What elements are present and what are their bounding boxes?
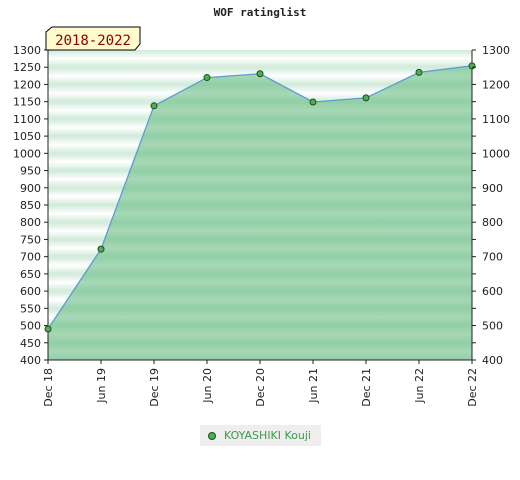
data-point — [150, 102, 158, 110]
y-tick-label-left: 950 — [20, 165, 41, 178]
y-tick-label-right: 1200 — [482, 78, 510, 91]
y-tick-label-left: 800 — [20, 216, 41, 229]
series-area — [48, 65, 472, 361]
data-point — [415, 68, 423, 76]
x-tick-label: Dec 18 — [42, 368, 55, 407]
data-point — [97, 245, 105, 253]
x-tick-label: Jun 21 — [307, 368, 320, 404]
x-tick-label: Dec 21 — [360, 368, 373, 407]
y-tick-label-left: 1300 — [13, 44, 41, 57]
y-tick-label-left: 1050 — [13, 130, 41, 143]
legend-series-label: KOYASHIKI Kouji — [224, 429, 311, 442]
y-tick-label-left: 1150 — [13, 96, 41, 109]
x-tick-label: Dec 20 — [254, 368, 267, 407]
legend: KOYASHIKI Kouji — [200, 425, 321, 446]
period-badge: 2018-2022 — [45, 26, 141, 51]
data-point — [256, 70, 264, 78]
y-tick-label-right: 900 — [482, 182, 503, 195]
data-point — [309, 98, 317, 106]
y-axis-left: 400 450 500 550 600 650 700 750 800 850 900 950 1000… — [13, 44, 48, 367]
y-tick-label-right: 700 — [482, 251, 503, 264]
y-tick-label-left: 700 — [20, 251, 41, 264]
x-tick-label: Jun 20 — [201, 368, 214, 404]
y-tick-label-left: 450 — [20, 337, 41, 350]
y-tick-label-left: 1000 — [13, 147, 41, 160]
y-axis-right: 400 500 600 700 800 900 1000 1100 1200 1300 — [472, 44, 510, 367]
x-axis-labels: Dec 18 Jun 19 Dec 19 Jun 20 Dec 20 Jun 21 Dec … — [42, 360, 479, 407]
data-points — [44, 62, 476, 333]
y-tick-label-right: 1000 — [482, 147, 510, 160]
x-tick-label: Jun 19 — [95, 368, 108, 404]
y-tick-label-left: 750 — [20, 233, 41, 246]
y-tick-label-left: 900 — [20, 182, 41, 195]
x-tick-label: Dec 19 — [148, 368, 161, 407]
y-tick-label-left: 1200 — [13, 78, 41, 91]
background-band — [48, 50, 472, 68]
y-tick-label-left: 550 — [20, 302, 41, 315]
data-point — [362, 94, 370, 102]
y-tick-label-left: 600 — [20, 285, 41, 298]
y-tick-label-left: 850 — [20, 199, 41, 212]
x-tick-label: Jun 22 — [413, 368, 426, 404]
data-point — [203, 74, 211, 82]
y-tick-label-right: 800 — [482, 216, 503, 229]
y-tick-label-right: 400 — [482, 354, 503, 367]
data-point — [44, 325, 52, 333]
y-tick-label-left: 400 — [20, 354, 41, 367]
y-tick-label-left: 1100 — [13, 113, 41, 126]
chart-title: WOF ratinglist — [213, 6, 307, 19]
y-tick-label-left: 1250 — [13, 61, 41, 74]
y-tick-label-right: 1300 — [482, 44, 510, 57]
y-tick-label-right: 600 — [482, 285, 503, 298]
y-tick-label-left: 650 — [20, 268, 41, 281]
x-tick-label: Dec 22 — [466, 368, 479, 407]
y-tick-label-right: 1100 — [482, 113, 510, 126]
y-tick-label-right: 500 — [482, 320, 503, 333]
legend-marker-icon — [208, 431, 216, 440]
y-tick-label-left: 500 — [20, 320, 41, 333]
period-badge-label: 2018-2022 — [55, 33, 131, 49]
data-point — [468, 62, 476, 70]
